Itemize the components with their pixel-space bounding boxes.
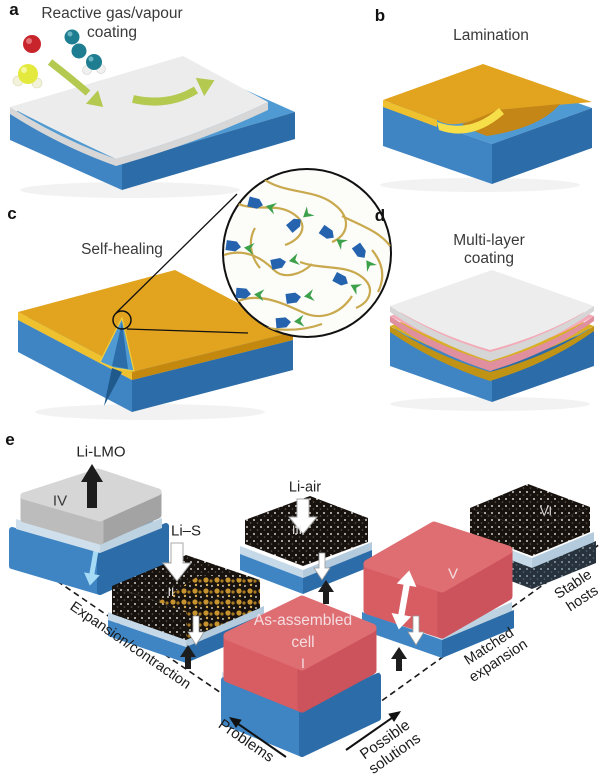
li-lmo-label: Li-LMO xyxy=(76,443,126,461)
yellow-molecule-icon xyxy=(12,64,43,89)
peel-curl-edge xyxy=(437,108,504,134)
stack-i-as-assembled xyxy=(221,595,381,757)
as-assembled-label-line2: cell xyxy=(291,634,315,652)
numeral-iv: IV xyxy=(52,492,68,510)
small-down-arrow-icon xyxy=(407,615,425,646)
crack xyxy=(99,316,135,406)
peel-flap-underside xyxy=(462,104,560,136)
teal-white-molecule-icon xyxy=(82,54,106,75)
small-up-arrow-icon xyxy=(318,580,334,604)
panel-a-graphic xyxy=(10,29,295,198)
solutions-arrow-icon xyxy=(345,711,401,751)
panel-d-title-line2: coating xyxy=(464,250,514,268)
small-down-arrow-icon xyxy=(187,615,205,646)
numeral-v: V xyxy=(447,565,459,583)
li-s-label: Li–S xyxy=(170,522,202,540)
stack-ii-li-s xyxy=(108,542,264,669)
panel-c-label: c xyxy=(7,204,17,224)
magnifier xyxy=(112,168,392,338)
panel-b-label: b xyxy=(374,6,386,26)
shadow xyxy=(390,397,590,411)
panel-d-graphic xyxy=(390,270,594,411)
down-arrow-icon xyxy=(161,542,193,582)
stack-v-matched-expansion xyxy=(362,521,514,671)
shadow xyxy=(20,182,240,198)
shadow xyxy=(380,178,580,192)
panel-b-title: Lamination xyxy=(453,27,529,45)
red-molecule-icon xyxy=(23,35,41,53)
numeral-vi: VI xyxy=(539,503,553,519)
numeral-ii: II xyxy=(167,585,175,600)
stack-iv-li-lmo xyxy=(9,464,169,595)
panel-a-label: a xyxy=(9,0,19,20)
deposition-arrow-icon xyxy=(47,59,104,108)
deposition-arrow-icon xyxy=(132,77,215,106)
gas-molecules xyxy=(12,29,106,89)
stack-iii-li-air xyxy=(240,496,372,604)
panel-d-label: d xyxy=(374,206,386,226)
panel-e-label: e xyxy=(5,430,15,450)
shadow xyxy=(35,404,265,420)
up-arrow-icon xyxy=(81,464,103,508)
numeral-i: I xyxy=(301,654,305,671)
laminate-yellow-sheet xyxy=(383,64,592,136)
li-air-label: Li-air xyxy=(288,479,322,496)
panel-a-title-line2: coating xyxy=(87,24,137,42)
panel-e-graphic xyxy=(9,464,600,758)
small-down-arrow-icon xyxy=(313,552,331,581)
numeral-iii: III xyxy=(291,523,303,538)
as-assembled-label-line1: As-assembled xyxy=(253,612,353,630)
panel-c-graphic xyxy=(18,168,392,420)
small-up-arrow-icon xyxy=(391,647,407,671)
panel-b-graphic xyxy=(380,64,592,192)
panel-a-title-line1: Reactive gas/vapour xyxy=(41,5,183,23)
problems-arrow-icon xyxy=(229,717,287,758)
panel-c-title: Self-healing xyxy=(81,241,163,259)
teal-molecule-icon xyxy=(64,29,87,59)
down-arrow-icon xyxy=(287,498,319,535)
magnifier-spot-circle xyxy=(112,310,132,330)
panel-d-title-line1: Multi-layer xyxy=(453,232,525,250)
small-up-arrow-icon xyxy=(180,645,196,669)
multilayer-white xyxy=(390,270,594,361)
magnifier-lens-circle xyxy=(222,168,392,338)
